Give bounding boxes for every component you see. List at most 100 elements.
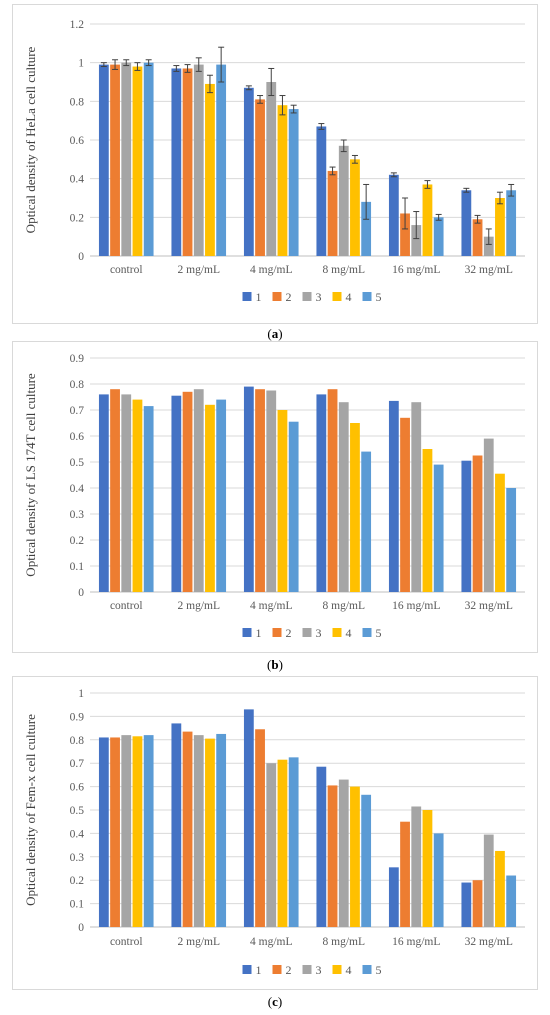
x-tick-label: 4 mg/mL — [250, 264, 293, 276]
bar — [327, 389, 338, 592]
y-tick-label: 1 — [78, 688, 84, 700]
legend-label: 5 — [376, 626, 382, 640]
bar — [316, 126, 327, 256]
error-bar — [184, 64, 191, 73]
bar — [132, 736, 143, 927]
bar — [110, 737, 120, 927]
bar — [266, 390, 277, 592]
error-bar — [474, 214, 481, 224]
chart-frame-a: 0 0.2 0.4 0.6 0.8 1 1.2 Optical density of HeLa… — [12, 4, 538, 324]
error-bar — [363, 183, 370, 220]
bar — [255, 99, 265, 257]
legend-swatch — [362, 292, 372, 301]
bar — [422, 449, 433, 592]
error-bar — [134, 62, 141, 71]
bar — [205, 738, 215, 927]
bar — [472, 880, 483, 927]
legend-swatch — [302, 628, 312, 637]
bar — [361, 794, 372, 927]
legend-swatch — [332, 292, 342, 301]
bar — [182, 731, 193, 927]
bar — [483, 236, 494, 256]
panel-label-b: (b) — [267, 657, 283, 672]
y-axis-label: Optical density of Fem-x cell culture — [23, 714, 38, 906]
bar — [400, 417, 410, 592]
panel-b: 0 0.1 0.2 0.3 0.4 0.5 0.6 0.7 0.8 0.9 Optical dens… — [12, 341, 538, 676]
x-tick-label: 16 mg/mL — [392, 600, 440, 612]
y-tick-label: 0.2 — [70, 212, 85, 224]
legend-label: 4 — [346, 626, 352, 640]
error-bar — [508, 183, 515, 197]
legend-swatch — [302, 292, 312, 301]
chart-femx: 0 0.1 0.2 0.3 0.4 0.5 0.6 0.7 0.8 0.9 1 Optical den… — [23, 688, 525, 977]
bar — [98, 64, 109, 256]
chart-frame-c: 0 0.1 0.2 0.3 0.4 0.5 0.6 0.7 0.8 0.9 1 Optical den… — [12, 676, 538, 990]
bar — [121, 62, 132, 256]
bar — [433, 217, 444, 256]
bar — [433, 464, 444, 592]
bar — [110, 64, 120, 256]
y-tick-label: 1 — [78, 58, 84, 70]
bar — [361, 201, 372, 256]
bar — [472, 219, 483, 256]
bar — [98, 737, 109, 927]
bar — [193, 64, 204, 256]
legend-label: 4 — [346, 963, 352, 977]
x-tick-label: 8 mg/mL — [323, 264, 366, 276]
bar — [205, 83, 215, 256]
bar — [121, 394, 132, 592]
y-tick-label: 0.2 — [70, 875, 85, 887]
x-tick-label: 8 mg/mL — [323, 936, 366, 948]
error-bar — [195, 57, 202, 72]
bar — [472, 455, 483, 592]
y-tick-label: 0 — [78, 587, 84, 599]
bar — [506, 190, 517, 256]
bar — [205, 404, 215, 592]
bar — [422, 810, 433, 927]
x-tick-label: 16 mg/mL — [392, 264, 440, 276]
x-tick-label: 16 mg/mL — [392, 936, 440, 948]
bar — [171, 395, 182, 592]
legend-swatch — [242, 628, 252, 637]
panel-a: 0 0.2 0.4 0.6 0.8 1 1.2 Optical density of HeLa… — [12, 4, 538, 346]
bar — [433, 833, 444, 927]
x-tick-label: 32 mg/mL — [465, 936, 513, 948]
legend-label: 2 — [286, 963, 292, 977]
y-axis-label: Optical density of LS 174T cell culture — [23, 373, 38, 577]
x-tick-label: control — [110, 936, 143, 948]
legend-swatch — [332, 965, 342, 974]
y-axis-label: Optical density of HeLa cell culture — [23, 46, 38, 233]
y-tick-label: 0.4 — [70, 828, 85, 840]
bar — [388, 400, 399, 592]
error-bar — [318, 123, 325, 130]
legend-label: 1 — [256, 290, 262, 304]
y-tick-label: 0.3 — [70, 509, 85, 521]
bar — [266, 82, 277, 256]
bar — [338, 779, 349, 927]
bar — [266, 763, 277, 927]
bar — [350, 786, 360, 927]
y-tick-label: 0.9 — [70, 711, 85, 723]
legend-label: 3 — [316, 290, 322, 304]
bar — [495, 198, 505, 256]
bar — [277, 105, 288, 256]
legend-label: 2 — [286, 626, 292, 640]
bar — [461, 882, 472, 927]
legend-swatch — [302, 965, 312, 974]
error-bar — [402, 197, 409, 230]
bar — [411, 806, 422, 927]
bar — [483, 438, 494, 592]
bar — [288, 421, 299, 592]
legend-swatch — [332, 628, 342, 637]
y-tick-label: 0.6 — [70, 782, 85, 794]
bar — [243, 709, 254, 927]
y-tick-label: 0.5 — [70, 457, 85, 469]
y-tick-label: 0.2 — [70, 535, 85, 547]
legend-label: 3 — [316, 963, 322, 977]
error-bar — [463, 187, 470, 193]
error-bar — [390, 172, 397, 178]
bar — [350, 159, 360, 256]
bar — [400, 821, 410, 927]
bar — [411, 402, 422, 592]
x-tick-label: 4 mg/mL — [250, 936, 293, 948]
